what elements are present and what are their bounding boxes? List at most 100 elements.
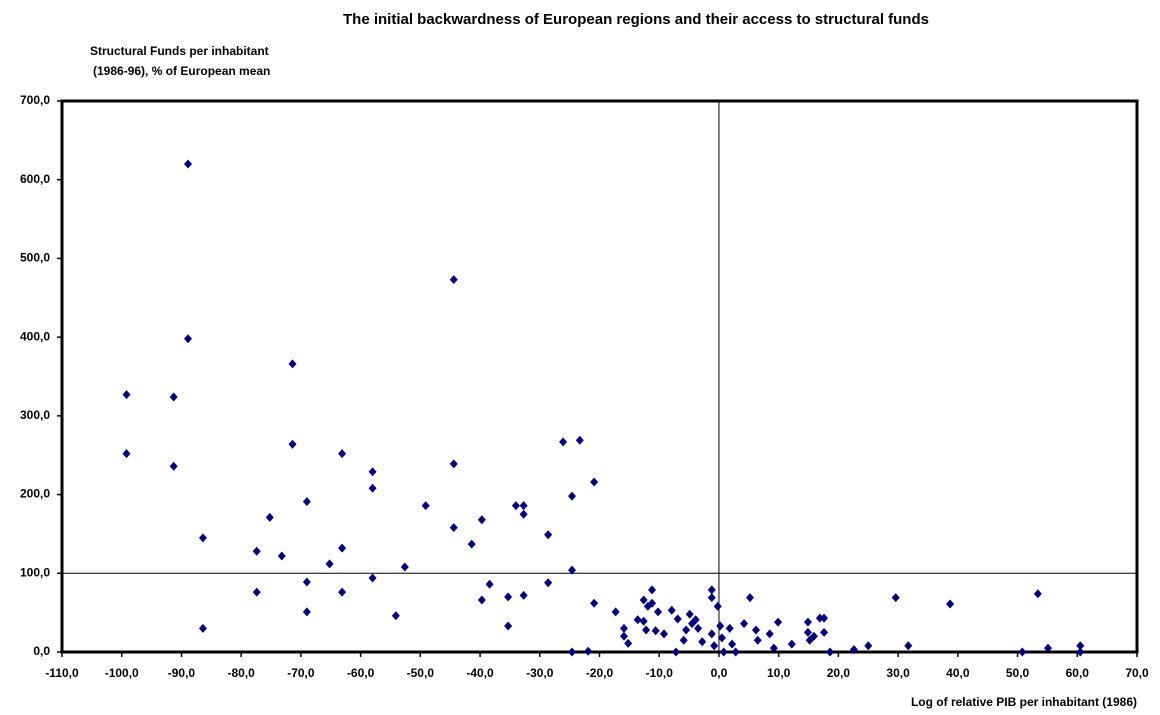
x-tick-label: 30,0	[886, 666, 910, 680]
scatter-point	[648, 598, 657, 608]
scatter-point	[803, 627, 812, 637]
x-tick-label: -70,0	[287, 666, 315, 680]
scatter-point	[1018, 647, 1027, 657]
scatter-point	[302, 607, 311, 617]
scatter-point	[679, 635, 688, 645]
scatter-point	[544, 530, 553, 540]
scatter-point	[421, 501, 430, 511]
scatter-point	[725, 623, 734, 633]
scatter-point	[590, 598, 599, 608]
scatter-point	[710, 641, 719, 651]
scatter-point	[1076, 641, 1085, 651]
scatter-point	[717, 633, 726, 643]
y-tick-label: 400,0	[20, 329, 50, 343]
scatter-point	[368, 573, 377, 583]
scatter-point	[673, 614, 682, 624]
scatter-point	[809, 631, 818, 641]
scatter-point	[477, 595, 486, 605]
scatter-point	[642, 625, 651, 635]
x-tick-label: -10,0	[646, 666, 674, 680]
scatter-point	[731, 647, 740, 657]
scatter-point	[707, 593, 716, 603]
scatter-point	[713, 601, 722, 611]
scatter-point	[864, 641, 873, 651]
scatter-point	[400, 562, 409, 572]
scatter-point	[694, 623, 703, 633]
scatter-point	[619, 623, 628, 633]
scatter-point	[519, 509, 528, 519]
y-axis-title: Structural Funds per inhabitant	[90, 44, 269, 58]
scatter-point	[198, 623, 207, 633]
scatter-point	[277, 551, 286, 561]
x-tick-label: -50,0	[407, 666, 435, 680]
y-tick-label: 700,0	[20, 93, 50, 107]
scatter-point	[338, 449, 347, 459]
scatter-point	[519, 501, 528, 511]
scatter-point	[624, 638, 633, 648]
scatter-point	[590, 477, 599, 487]
scatter-point	[511, 501, 520, 511]
x-tick-label: -80,0	[227, 666, 255, 680]
scatter-point	[325, 559, 334, 569]
scatter-point	[753, 635, 762, 645]
scatter-point	[1033, 589, 1042, 599]
scatter-point	[519, 590, 528, 600]
chart-title: The initial backwardness of European reg…	[343, 11, 929, 28]
scatter-point	[765, 629, 774, 639]
y-axis-title: (1986-96), % of European mean	[93, 64, 270, 78]
scatter-point	[707, 585, 716, 595]
scatter-point	[728, 639, 737, 649]
scatter-point	[467, 539, 476, 549]
scatter-point	[504, 592, 513, 602]
scatter-point	[619, 631, 628, 641]
scatter-point	[639, 595, 648, 605]
scatter-point	[1044, 643, 1053, 653]
y-tick-label: 200,0	[20, 487, 50, 501]
scatter-point	[820, 627, 829, 637]
scatter-point	[368, 467, 377, 477]
y-tick-label: 600,0	[20, 172, 50, 186]
x-tick-label: 20,0	[827, 666, 851, 680]
x-tick-label: -30,0	[526, 666, 554, 680]
scatter-point	[449, 523, 458, 533]
scatter-point	[302, 577, 311, 587]
scatter-point	[651, 626, 660, 636]
scatter-point	[568, 565, 577, 575]
scatter-point	[633, 615, 642, 625]
scatter-point	[568, 647, 577, 657]
scatter-point	[751, 625, 760, 635]
scatter-point	[449, 459, 458, 469]
scatter-point	[1076, 647, 1085, 657]
x-tick-label: -60,0	[347, 666, 375, 680]
y-tick-label: 500,0	[20, 251, 50, 265]
x-tick-label: 70,0	[1125, 666, 1149, 680]
scatter-point	[368, 483, 377, 493]
scatter-point	[660, 629, 668, 639]
x-tick-label: 0,0	[711, 666, 728, 680]
scatter-point	[774, 617, 783, 627]
scatter-point	[667, 605, 676, 615]
scatter-point	[682, 625, 691, 635]
scatter-point	[820, 613, 829, 623]
scatter-point	[288, 359, 297, 369]
scatter-point	[184, 159, 193, 169]
scatter-point	[338, 543, 347, 553]
scatter-point	[648, 585, 657, 595]
scatter-point	[198, 533, 207, 543]
scatter-point	[122, 449, 131, 459]
scatter-point	[691, 615, 700, 625]
scatter-point	[302, 497, 311, 507]
scatter-point	[252, 587, 261, 597]
scatter-point	[477, 515, 486, 525]
y-tick-label: 300,0	[20, 408, 50, 422]
scatter-point	[639, 616, 648, 626]
scatter-point	[719, 647, 728, 657]
scatter-point	[826, 647, 835, 657]
x-tick-label: -20,0	[586, 666, 614, 680]
scatter-point	[654, 607, 663, 617]
scatter-point	[671, 647, 680, 657]
x-tick-label: 60,0	[1066, 666, 1090, 680]
scatter-point	[504, 621, 513, 631]
scatter-point	[803, 617, 812, 627]
